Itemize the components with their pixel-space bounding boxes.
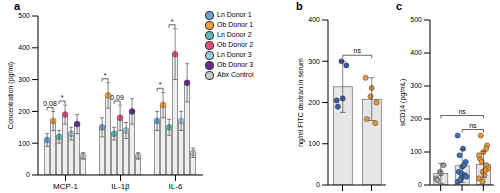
svg-text:ns: ns [458, 108, 466, 115]
svg-text:100: 100 [18, 140, 30, 147]
html-text:a: a [14, 0, 21, 12]
svg-text:100: 100 [410, 148, 422, 155]
html-text:b: b [296, 0, 303, 12]
svg-text:400: 400 [18, 44, 30, 51]
svg-text:Concentration (pg/ml): Concentration (pg/ml) [8, 62, 15, 129]
html-text:Ln Donor 3: Ln Donor 3 [217, 51, 252, 58]
svg-text:*: * [104, 72, 107, 79]
html-text:Ob Donor 2: Ob Donor 2 [217, 41, 254, 48]
svg-text:*: * [61, 94, 64, 101]
html-text:Ob Donor 1: Ob Donor 1 [217, 21, 254, 28]
svg-text:*: * [171, 18, 174, 25]
svg-text:400: 400 [410, 49, 422, 56]
svg-text:0: 0 [418, 181, 422, 188]
svg-text:0: 0 [316, 181, 320, 188]
html-text:Abx Control: Abx Control [217, 71, 254, 78]
svg-text:MCP-1: MCP-1 [53, 182, 78, 191]
svg-text:200: 200 [18, 108, 30, 115]
svg-text:0.09: 0.09 [110, 94, 124, 101]
svg-text:ns: ns [469, 122, 477, 129]
html-text:c: c [396, 0, 403, 12]
svg-text:200: 200 [308, 99, 320, 106]
html-text:Ln Donor 1: Ln Donor 1 [217, 11, 252, 18]
svg-text:300: 300 [308, 58, 320, 65]
svg-text:400: 400 [308, 16, 320, 23]
svg-text:IL-1β: IL-1β [111, 182, 130, 191]
svg-text:100: 100 [308, 140, 320, 147]
svg-text:ns: ns [354, 47, 362, 54]
svg-text:0: 0 [26, 171, 30, 178]
svg-text:500: 500 [410, 16, 422, 23]
svg-text:IL-6: IL-6 [169, 182, 183, 191]
html-text:Ob Donor 3: Ob Donor 3 [217, 61, 254, 68]
svg-text:*: * [159, 81, 162, 88]
svg-text:300: 300 [410, 82, 422, 89]
html-text:Ln Donor 2: Ln Donor 2 [217, 31, 252, 38]
svg-text:ng/ml FITC dextran in serum: ng/ml FITC dextran in serum [297, 58, 305, 147]
svg-text:sCD14 (pg/mL): sCD14 (pg/mL) [399, 79, 407, 126]
svg-text:200: 200 [410, 115, 422, 122]
svg-text:0.08: 0.08 [43, 100, 57, 107]
svg-text:500: 500 [18, 12, 30, 19]
svg-text:300: 300 [18, 76, 30, 83]
